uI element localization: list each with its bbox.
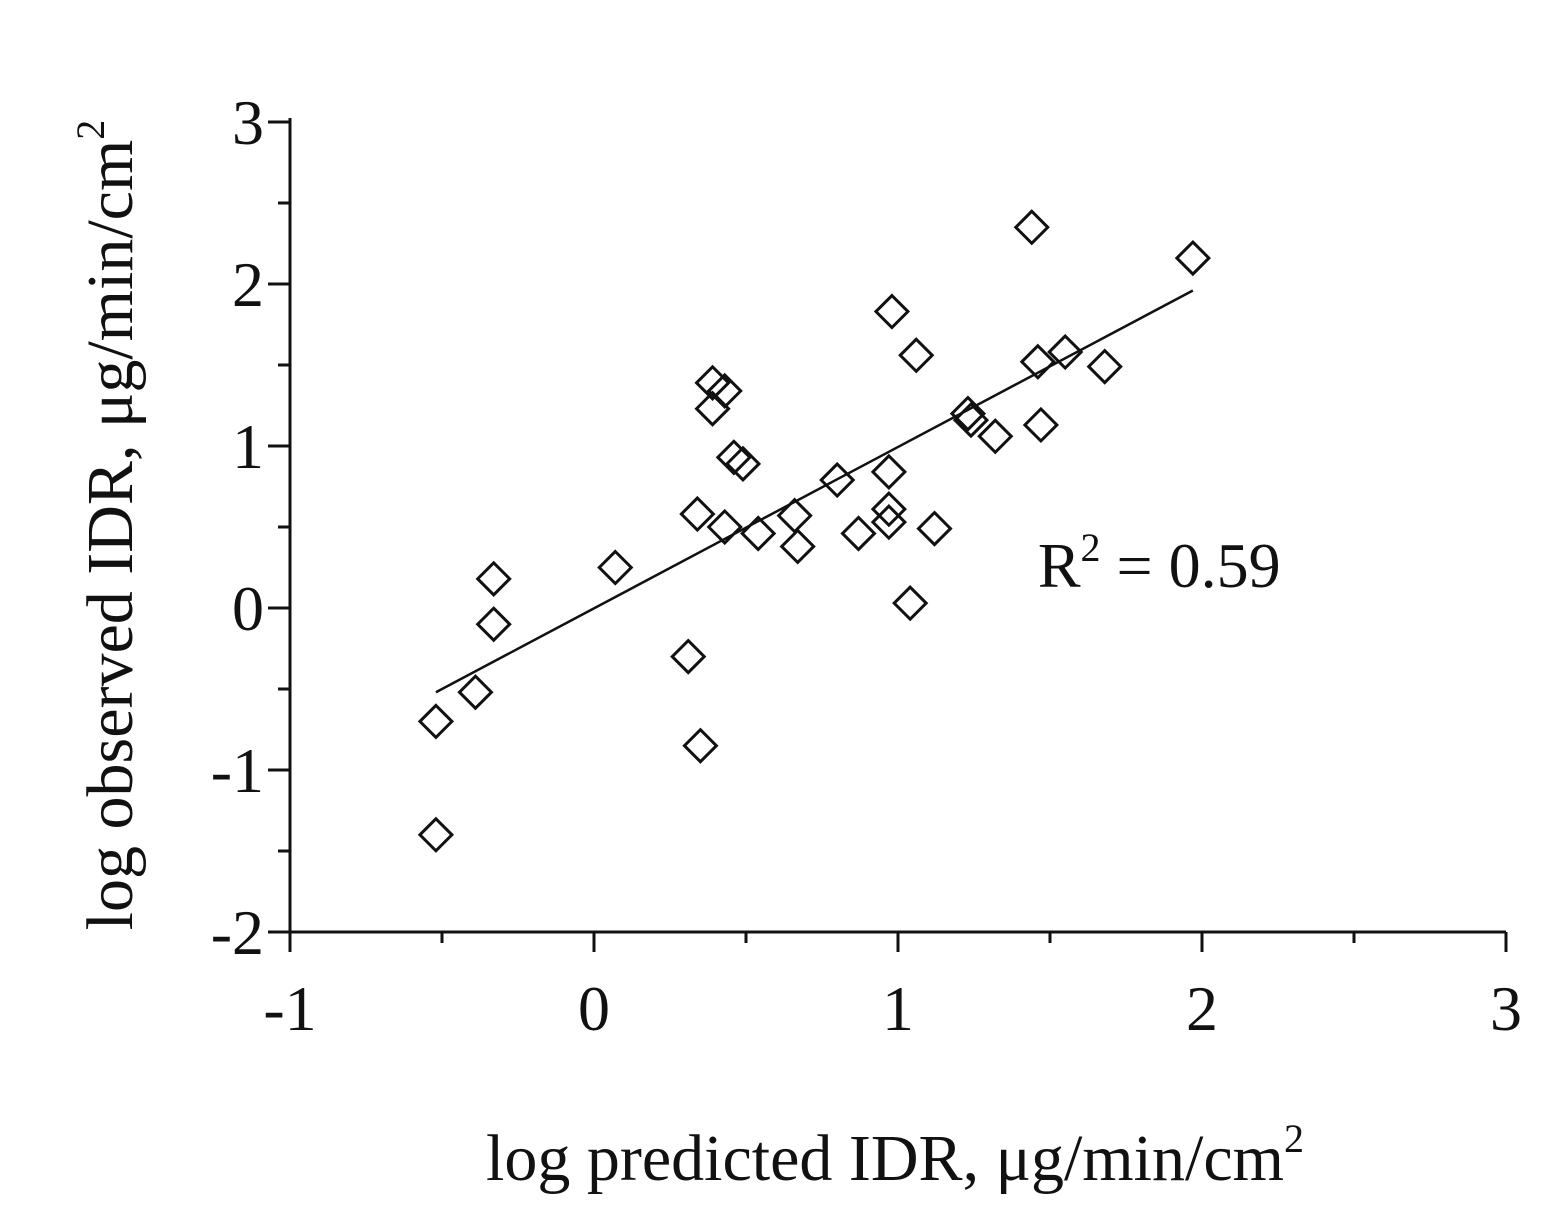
y-axis-title-text: log observed IDR, μg/min/cm: [74, 140, 147, 931]
data-point: [706, 508, 743, 546]
data-point: [706, 372, 743, 410]
data-point: [870, 453, 908, 491]
data-point: [417, 703, 455, 740]
data-point: [715, 439, 752, 476]
data-point: [1022, 406, 1060, 444]
data-point: [417, 816, 455, 853]
x-tick-label: 0: [578, 973, 610, 1044]
data-point: [892, 585, 929, 622]
data-point: [1174, 239, 1212, 277]
data-point: [724, 445, 762, 482]
data-point: [949, 395, 987, 432]
r-squared-value: = 0.59: [1101, 530, 1281, 601]
data-point: [597, 549, 634, 586]
regression-line: [435, 289, 1194, 694]
y-axis-title: log observed IDR, μg/min/cm2: [68, 120, 147, 931]
x-tick-label: 1: [882, 973, 914, 1044]
data-point: [740, 515, 777, 552]
fit-line-group: [435, 289, 1194, 694]
data-point: [840, 515, 877, 552]
x-axis-title-superscript: 2: [1284, 1116, 1304, 1161]
data-point: [898, 337, 935, 374]
data-point: [916, 510, 953, 547]
x-tick-label: 2: [1186, 973, 1218, 1044]
data-point: [1047, 333, 1084, 371]
x-tick-label: -1: [263, 973, 316, 1044]
y-tick-label: -1: [211, 735, 264, 806]
data-point: [1086, 348, 1123, 385]
data-point: [679, 495, 716, 533]
data-points: [417, 209, 1212, 853]
data-point: [682, 727, 719, 764]
data-point: [475, 606, 512, 643]
r-squared-annotation: R2 = 0.59: [1038, 525, 1281, 601]
data-point: [475, 560, 512, 597]
data-point: [670, 638, 707, 675]
data-point: [819, 461, 856, 499]
data-point: [870, 491, 908, 528]
y-tick-label: 0: [232, 573, 264, 644]
x-axis-title-text: log predicted IDR, μg/min/cm: [486, 1122, 1284, 1195]
ticks: [268, 120, 1508, 952]
y-tick-label: 1: [232, 411, 264, 482]
axes: [288, 118, 1506, 934]
r-squared-base: R: [1038, 530, 1081, 601]
data-point: [1019, 343, 1056, 380]
y-axis-title-superscript: 2: [68, 120, 113, 140]
data-point: [952, 401, 990, 439]
r-squared-superscript: 2: [1081, 525, 1101, 570]
x-tick-label: 3: [1490, 973, 1522, 1044]
x-axis-title: log predicted IDR, μg/min/cm2: [486, 1116, 1304, 1195]
data-point: [776, 497, 813, 534]
data-point: [1013, 209, 1050, 246]
data-point: [870, 504, 908, 541]
y-tick-label: 3: [232, 87, 264, 158]
y-tick-label: 2: [232, 249, 264, 320]
data-point: [457, 674, 494, 711]
data-point: [977, 418, 1014, 455]
data-point: [779, 528, 816, 565]
data-point: [873, 293, 911, 330]
y-tick-label: -2: [211, 897, 264, 968]
